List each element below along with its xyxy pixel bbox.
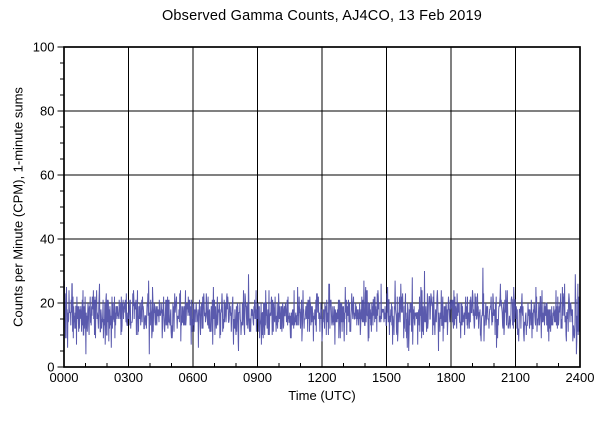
- x-tick-label: 1500: [372, 370, 401, 385]
- x-tick-label: 0600: [179, 370, 208, 385]
- y-tick-label: 40: [40, 232, 54, 247]
- y-tick-label: 60: [40, 168, 54, 183]
- x-tick-label: 0900: [243, 370, 272, 385]
- gamma-counts-trace: [63, 267, 581, 355]
- y-tick-label: 20: [40, 296, 54, 311]
- x-tick-label: 1200: [308, 370, 337, 385]
- x-tick-label: 1800: [437, 370, 466, 385]
- x-tick-label: 2400: [566, 370, 595, 385]
- plot-frame: [63, 46, 581, 368]
- y-tick-label: 0: [47, 360, 54, 375]
- chart-title: Observed Gamma Counts, AJ4CO, 13 Feb 201…: [161, 8, 483, 24]
- x-axis-title: Time (UTC): [288, 388, 356, 403]
- x-tick-label: 2100: [501, 370, 530, 385]
- x-tick-label: 0000: [50, 370, 79, 385]
- y-tick-label: 100: [33, 40, 55, 55]
- y-tick-label: 80: [40, 104, 54, 119]
- x-tick-label: 0300: [114, 370, 143, 385]
